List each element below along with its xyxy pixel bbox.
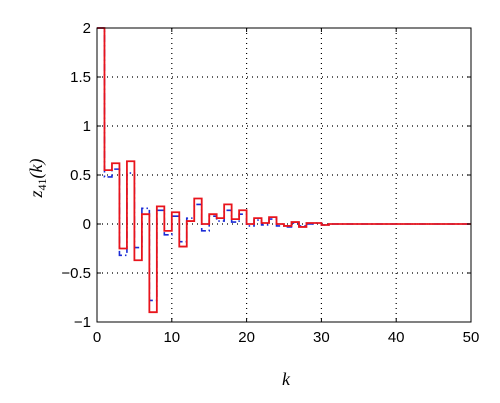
y-tick-label: −1 bbox=[74, 314, 91, 331]
series-blue-line bbox=[97, 27, 471, 302]
y-axis-label: z41(k) bbox=[26, 159, 49, 199]
y-tick-label: 0.5 bbox=[70, 167, 91, 184]
y-tick-label: −0.5 bbox=[61, 265, 91, 282]
x-tick-label: 40 bbox=[388, 329, 405, 346]
x-axis-label: k bbox=[282, 369, 291, 389]
x-tick-label: 20 bbox=[238, 329, 255, 346]
x-tick-label: 10 bbox=[163, 329, 180, 346]
x-tick-label: 50 bbox=[463, 329, 480, 346]
plot-frame bbox=[96, 27, 472, 323]
y-tick-label: 2 bbox=[83, 20, 91, 37]
x-tick-label: 0 bbox=[93, 329, 101, 346]
y-tick-label: 1.5 bbox=[70, 69, 91, 86]
x-tick-label: 30 bbox=[313, 329, 330, 346]
series-layer bbox=[97, 27, 471, 314]
y-tick-label: 0 bbox=[83, 216, 91, 233]
series-red-line bbox=[97, 27, 471, 314]
y-tick-label: 1 bbox=[83, 118, 91, 135]
grid bbox=[97, 28, 471, 322]
ticks: 0 10 20 30 40 50 −1 −0.5 0 0.5 1 1.5 2 bbox=[61, 20, 479, 346]
